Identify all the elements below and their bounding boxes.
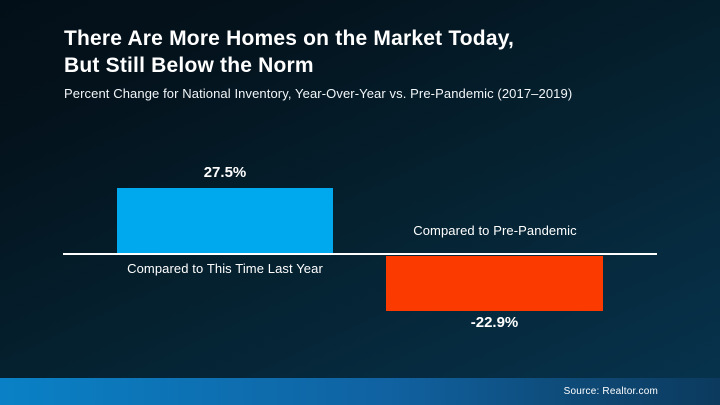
category-label-pre-pandemic: Compared to Pre-Pandemic [413,223,577,238]
slide-title-line1: There Are More Homes on the Market Today… [64,27,515,50]
header: There Are More Homes on the Market Today… [64,25,572,101]
zero-baseline-axis [63,253,657,255]
bar-pre-pandemic [386,256,603,311]
value-label-last-year: 27.5% [203,164,247,181]
slide-title-line2: But Still Below the Norm [64,54,314,77]
footer-bar: Source: Realtor.com [0,378,720,405]
slide-subtitle: Percent Change for National Inventory, Y… [64,86,573,101]
source-attribution: Source: Realtor.com [563,386,658,397]
value-label-pre-pandemic: -22.9% [470,314,519,331]
bar-last-year [117,188,333,254]
slide-title: There Are More Homes on the Market Today… [64,25,572,79]
category-label-last-year: Compared to This Time Last Year [127,261,323,276]
